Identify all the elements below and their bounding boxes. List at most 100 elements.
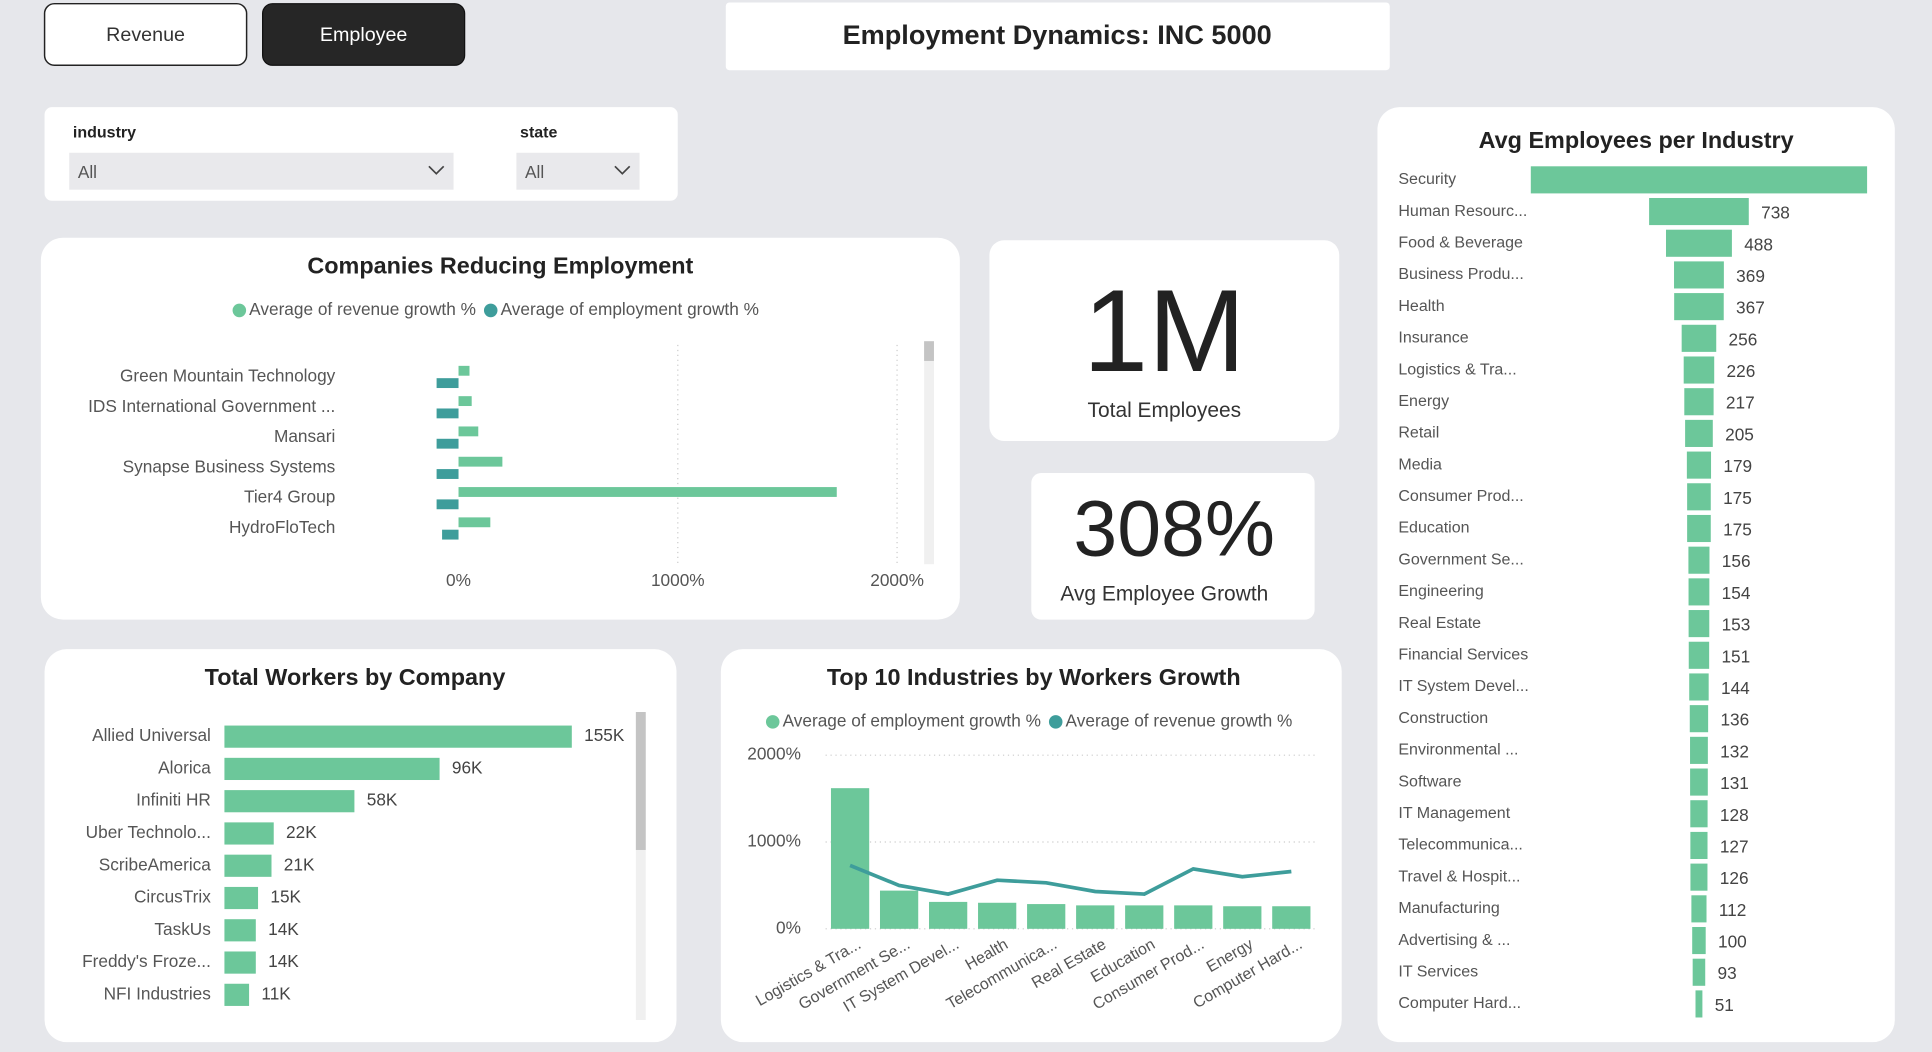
- bar: [1125, 905, 1164, 929]
- category-label: HydroFloTech: [229, 517, 335, 537]
- funnel-bar: [1690, 736, 1708, 764]
- data-label: 100: [1718, 932, 1747, 952]
- chevron[interactable]: [614, 165, 631, 175]
- button-label[interactable]: Employee: [320, 24, 408, 46]
- funnel-bar: [1688, 610, 1710, 638]
- filter-label: industry: [73, 124, 136, 141]
- dropdown-value[interactable]: All: [525, 162, 544, 182]
- category-label: Insurance: [1398, 330, 1468, 347]
- bar: [436, 438, 459, 449]
- bar: [224, 983, 250, 1006]
- data-label: 156: [1722, 551, 1751, 571]
- data-label: 22K: [286, 822, 317, 842]
- category-label: Retail: [1398, 425, 1439, 442]
- funnel-bar: [1690, 863, 1708, 891]
- category-label: Food & Beverage: [1398, 234, 1523, 251]
- line: [849, 863, 1292, 896]
- category-label: Human Resourc...: [1398, 203, 1527, 220]
- category-label: Green Mountain Technology: [120, 365, 336, 385]
- funnel-bar: [1690, 831, 1708, 860]
- data-label: 58K: [367, 790, 398, 810]
- data-label: 155K: [584, 725, 625, 745]
- data-label: 131: [1720, 773, 1749, 793]
- bar: [224, 951, 256, 974]
- dropdown-value[interactable]: All: [78, 162, 97, 182]
- funnel-bar: [1530, 166, 1868, 194]
- funnel-bar: [1649, 197, 1749, 226]
- category-label: Tier4 Group: [244, 487, 335, 507]
- funnel-bar: [1685, 419, 1713, 447]
- data-label: 128: [1720, 805, 1749, 825]
- data-label: 21K: [284, 854, 315, 874]
- bar: [224, 822, 274, 845]
- legend-label: Average of employment growth %: [501, 299, 759, 319]
- scrollbar-track: [924, 341, 934, 565]
- chart-title: Total Workers by Company: [205, 664, 506, 690]
- page-title: Employment Dynamics: INC 5000: [843, 19, 1272, 50]
- category-label: Telecommunica...: [1398, 837, 1523, 854]
- data-label: 217: [1726, 393, 1755, 413]
- category-label: Mansari: [274, 426, 335, 446]
- funnel-bar: [1687, 483, 1711, 511]
- category-label: Manufacturing: [1398, 900, 1499, 917]
- legend-marker: [1048, 715, 1063, 729]
- funnel-bar: [1681, 324, 1717, 352]
- card: [989, 240, 1340, 442]
- chart-panel: [1377, 107, 1895, 1043]
- funnel-bar: [1686, 451, 1712, 479]
- scrollbar-thumb: [924, 341, 934, 361]
- funnel-bar: [1692, 926, 1706, 955]
- bar: [442, 529, 459, 540]
- funnel-bar: [1684, 388, 1714, 416]
- category-label: Alorica: [158, 757, 211, 777]
- x-tick-label: 0%: [446, 570, 471, 590]
- funnel-bar: [1687, 514, 1711, 543]
- bar: [1076, 905, 1115, 929]
- industry-dropdown[interactable]: [69, 152, 454, 190]
- chart-panel: [40, 237, 960, 620]
- chevron[interactable]: [428, 165, 445, 175]
- data-label: 96K: [452, 757, 483, 777]
- bar: [458, 365, 470, 376]
- card-value: 308%: [1073, 484, 1275, 572]
- data-label: 14K: [268, 951, 299, 971]
- bar: [830, 788, 870, 929]
- data-label: 144: [1721, 678, 1750, 698]
- revenue-button[interactable]: [43, 2, 248, 67]
- bar: [458, 487, 837, 497]
- data-label: 136: [1720, 710, 1749, 730]
- y-tick-label: 0%: [776, 917, 801, 937]
- bar: [929, 901, 968, 929]
- bar: [224, 725, 572, 748]
- bar: [458, 517, 491, 528]
- category-label: Freddy's Froze...: [82, 951, 211, 971]
- data-label: 11K: [261, 983, 291, 1003]
- bar: [1027, 904, 1066, 929]
- category-label: IDS International Government ...: [88, 396, 335, 416]
- funnel-bar: [1689, 705, 1709, 733]
- bar: [436, 378, 459, 389]
- employee-button[interactable]: [261, 3, 466, 66]
- y-tick-label: 1000%: [747, 831, 801, 851]
- button-label[interactable]: Revenue: [106, 24, 185, 46]
- bar: [879, 890, 919, 929]
- title-box: [725, 2, 1390, 71]
- bar: [224, 919, 256, 942]
- data-label: 369: [1736, 266, 1765, 286]
- bar: [458, 396, 472, 407]
- funnel-bar: [1688, 641, 1710, 669]
- data-label: 226: [1727, 361, 1756, 381]
- legend-label: Average of revenue growth %: [249, 299, 476, 319]
- category-label: Travel & Hospit...: [1398, 868, 1520, 885]
- legend-label: Average of revenue growth %: [1066, 710, 1293, 730]
- data-label: 126: [1720, 868, 1749, 888]
- scrollbar-thumb: [635, 712, 646, 850]
- bar: [436, 408, 459, 419]
- data-label: 15K: [270, 887, 301, 907]
- chart-title: Avg Employees per Industry: [1479, 127, 1794, 153]
- data-label: 179: [1723, 456, 1752, 476]
- chart-title: Companies Reducing Employment: [307, 252, 693, 278]
